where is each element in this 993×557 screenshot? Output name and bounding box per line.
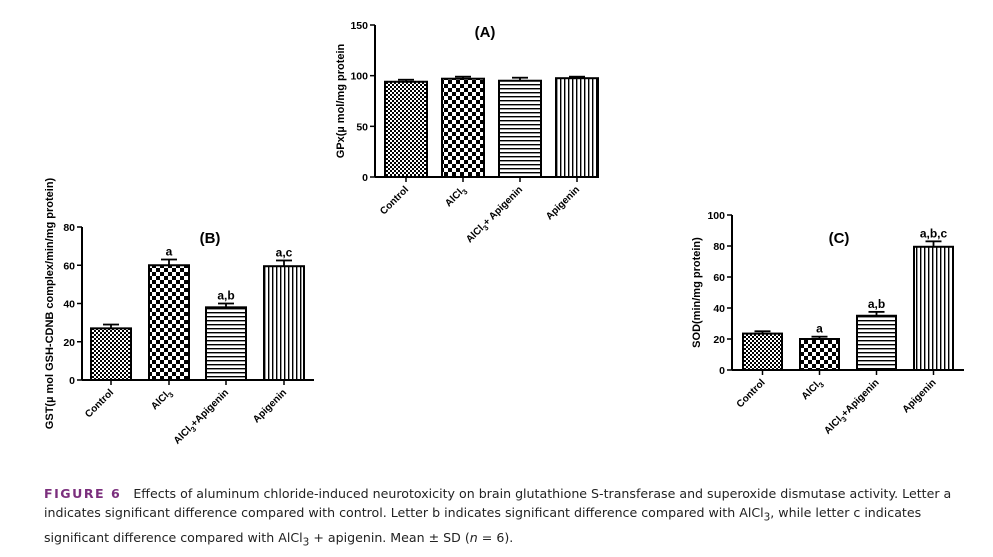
- bar: [913, 245, 954, 371]
- panel-title: (C): [829, 230, 850, 247]
- x-tick-label-subscript: 3: [189, 425, 198, 434]
- figure-caption: FIGURE 6 Effects of aluminum chloride-ind…: [44, 484, 964, 552]
- bar: [555, 77, 599, 178]
- x-tick-label: AlCl3+Apigenin: [172, 387, 233, 448]
- x-tick-label-subscript: 3: [839, 415, 848, 424]
- x-tick-label-subscript: 3: [817, 380, 826, 389]
- significance-label: a: [166, 245, 173, 259]
- significance-label: a: [816, 322, 823, 336]
- x-tick-label-subscript: 3: [460, 187, 469, 196]
- chart-panel-a: 0 50 100 150 (A) GPx(µ mol/mg protein Control A…: [335, 20, 599, 246]
- bar: [148, 264, 190, 381]
- figure-label: FIGURE 6: [44, 486, 122, 501]
- x-tick-label: AlCl3+ Apigenin: [464, 184, 526, 246]
- x-tick-label: Apigenin: [251, 387, 289, 425]
- panel-title: (A): [475, 24, 496, 41]
- caption-sub-2: 3: [302, 536, 310, 549]
- x-tick-label: AlCl3: [800, 377, 826, 403]
- significance-label: a,b: [868, 297, 885, 311]
- y-axis-label: SOD(min/mg protein): [691, 237, 703, 348]
- bar: [742, 332, 783, 372]
- x-tick-label-main: Control: [378, 184, 411, 217]
- bar: [799, 338, 840, 371]
- x-tick-label-subscript: 3: [481, 223, 490, 232]
- x-tick-label: Apigenin: [544, 184, 582, 222]
- y-tick-label: 60: [713, 272, 725, 284]
- significance-label: a,b: [217, 289, 234, 303]
- y-tick-label: 40: [713, 303, 725, 315]
- y-tick-label: 0: [362, 172, 368, 184]
- caption-n-variable: n: [469, 529, 478, 545]
- x-tick-label: Control: [378, 184, 411, 217]
- y-tick-label: 20: [713, 334, 725, 346]
- x-tick-label: Apigenin: [901, 377, 939, 415]
- bar: [441, 77, 485, 178]
- x-tick-label-suffix: +Apigenin: [839, 377, 881, 419]
- y-tick-label: 0: [69, 375, 75, 387]
- panel-title: (B): [200, 230, 221, 247]
- significance-label: a,b,c: [920, 226, 948, 240]
- y-tick-label: 20: [63, 337, 75, 349]
- y-tick-label: 150: [350, 20, 368, 32]
- x-tick-label: Control: [83, 387, 116, 420]
- bar: [856, 314, 897, 371]
- y-tick-label: 100: [707, 210, 725, 222]
- y-tick-label: 80: [713, 241, 725, 253]
- x-tick-label-main: Apigenin: [251, 387, 289, 425]
- bar: [263, 265, 305, 381]
- caption-text-3: + apigenin. Mean ± SD (: [309, 529, 470, 545]
- y-tick-label: 40: [63, 299, 75, 311]
- x-tick-label-main: Control: [735, 377, 768, 410]
- y-tick-label: 0: [719, 365, 725, 377]
- y-axis-label: GST(µ mol GSH-CDNB complex/min/mg protei…: [44, 177, 56, 429]
- caption-text-4: = 6).: [477, 529, 514, 545]
- x-tick-label-suffix: + Apigenin: [481, 184, 525, 228]
- x-tick-label: AlCl3: [443, 184, 469, 210]
- bar: [90, 327, 132, 381]
- significance-label: a,c: [276, 245, 293, 259]
- bar: [205, 306, 247, 382]
- x-tick-label-main: Apigenin: [901, 377, 939, 415]
- y-tick-label: 100: [350, 71, 368, 83]
- x-tick-label-main: Apigenin: [544, 184, 582, 222]
- caption-sub-1: 3: [763, 511, 771, 524]
- y-tick-label: 80: [63, 222, 75, 234]
- y-axis-label: GPx(µ mol/mg protein: [335, 43, 347, 158]
- x-tick-label-main: Control: [83, 387, 116, 420]
- bar: [498, 79, 542, 178]
- x-tick-label-subscript: 3: [166, 390, 175, 399]
- bar: [384, 80, 428, 178]
- caption-text-1: Effects of aluminum chloride-induced neu…: [44, 486, 952, 520]
- caption-text-2: , while letter c indicates significant d…: [44, 505, 922, 545]
- chart-panel-c: 0 20 40 60 80 100 (C) SOD(min/mg protein) Contro…: [691, 210, 964, 438]
- y-tick-label: 60: [63, 260, 75, 272]
- chart-panel-b: 0 20 40 60 80 (B) GST(µ mol GSH-CDNB complex/m…: [44, 177, 314, 448]
- x-tick-label: AlCl3+Apigenin: [822, 377, 883, 438]
- figure-6-charts: 0 50 100 150 (A) GPx(µ mol/mg protein Control A…: [44, 20, 964, 448]
- x-tick-label: AlCl3: [149, 387, 175, 413]
- x-tick-label: Control: [735, 377, 768, 410]
- y-tick-label: 50: [356, 121, 368, 133]
- x-tick-label-suffix: +Apigenin: [189, 387, 231, 429]
